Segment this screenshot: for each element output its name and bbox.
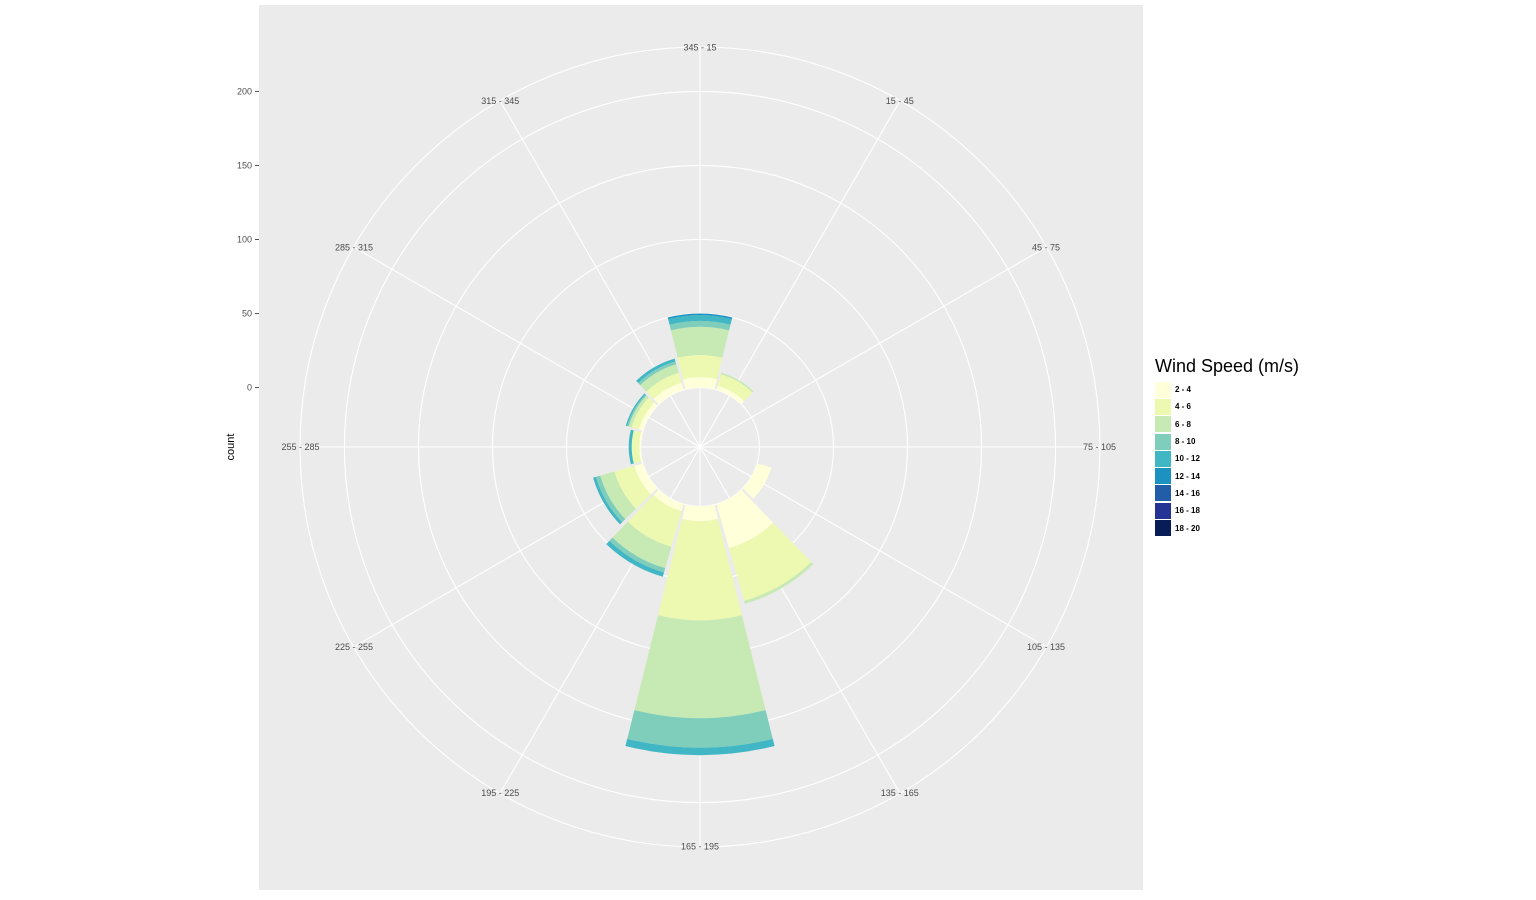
legend-swatch xyxy=(1155,416,1171,433)
bar-segment xyxy=(625,393,646,427)
bar-segment xyxy=(625,738,775,756)
legend: Wind Speed (m/s) 2 - 4 4 - 6 6 - 8 8 - 10 10… xyxy=(1155,356,1299,537)
bar-segment xyxy=(631,397,655,430)
legend-swatch xyxy=(1155,520,1171,537)
bar-segment xyxy=(653,382,684,405)
bar-segment xyxy=(716,385,745,405)
direction-label: 255 - 285 xyxy=(281,442,319,452)
bar-segment xyxy=(595,475,626,523)
y-tick-label: 150 xyxy=(237,160,252,170)
grid-spoke xyxy=(699,246,1047,448)
direction-label: 195 - 225 xyxy=(481,788,519,798)
legend-label: 16 - 18 xyxy=(1175,506,1200,516)
bar-segment xyxy=(646,372,682,399)
bar-segment xyxy=(639,432,643,462)
bar-segment xyxy=(627,495,682,547)
legend-swatch xyxy=(1155,381,1171,398)
bar-segment xyxy=(634,463,658,495)
direction-labels: 345 - 15 15 - 45 45 - 75 75 - 105 105 - 135 1… xyxy=(281,43,1116,852)
legend-label: 14 - 16 xyxy=(1175,488,1200,498)
legend-item: 2 - 4 xyxy=(1155,381,1299,398)
bar-segment xyxy=(627,710,773,748)
legend-label: 4 - 6 xyxy=(1175,402,1192,412)
legend-item: 12 - 14 xyxy=(1155,467,1299,485)
legend-swatch xyxy=(1155,502,1171,519)
bar-segment xyxy=(627,394,647,427)
bar-segment xyxy=(716,489,774,549)
legend-label: 8 - 10 xyxy=(1175,437,1196,447)
y-tick-label: 100 xyxy=(237,235,252,245)
bar-segment xyxy=(628,429,634,465)
legend-item: 6 - 8 xyxy=(1155,416,1299,433)
bar-segment xyxy=(667,313,733,319)
bar-segment xyxy=(677,355,723,380)
legend-swatch xyxy=(1155,450,1171,467)
legend-label: 2 - 4 xyxy=(1175,385,1192,395)
bar-segment xyxy=(744,562,814,604)
legend-item: 4 - 6 xyxy=(1155,398,1299,415)
direction-label: 105 - 135 xyxy=(1027,642,1065,652)
bar-segment xyxy=(717,374,753,402)
legend-item: 18 - 20 xyxy=(1155,519,1299,537)
legend-swatch xyxy=(1155,468,1171,485)
bar-segment xyxy=(593,476,623,525)
direction-label: 225 - 255 xyxy=(335,642,373,652)
bar-segment xyxy=(628,395,649,428)
bar-segment xyxy=(670,326,730,358)
legend-label: 18 - 20 xyxy=(1175,523,1200,533)
legend-label: 12 - 14 xyxy=(1175,471,1200,481)
y-axis-title: count xyxy=(225,434,237,461)
legend-swatch xyxy=(1155,433,1171,450)
bar-segment xyxy=(669,320,731,331)
bar-segment xyxy=(606,540,665,577)
legend-item: 16 - 18 xyxy=(1155,502,1299,519)
legend-item: 8 - 10 xyxy=(1155,433,1299,450)
direction-label: 315 - 345 xyxy=(481,96,519,106)
legend-label: 6 - 8 xyxy=(1175,419,1192,429)
bar-segment xyxy=(682,504,718,522)
bar-segment xyxy=(614,465,651,509)
legend-item: 10 - 12 xyxy=(1155,450,1299,467)
bar-segment xyxy=(600,471,636,520)
direction-label: 75 - 105 xyxy=(1083,442,1116,452)
legend-label: 10 - 12 xyxy=(1175,454,1200,464)
bar-segment xyxy=(729,522,812,601)
bar-segment xyxy=(631,430,641,464)
bar-segment xyxy=(638,402,658,431)
y-tick-label: 200 xyxy=(237,86,252,96)
bar-segment xyxy=(636,358,676,383)
bar-segment xyxy=(658,519,742,621)
legend-title: Wind Speed (m/s) xyxy=(1155,356,1300,376)
direction-label: 45 - 75 xyxy=(1032,242,1060,252)
bar-segment xyxy=(683,377,717,390)
bar-segment xyxy=(609,537,666,573)
bar-segment xyxy=(720,372,754,393)
bar-segment xyxy=(638,361,677,386)
bar-segment xyxy=(640,364,679,392)
bars xyxy=(593,313,814,756)
legend-item: 14 - 16 xyxy=(1155,485,1299,502)
legend-swatch xyxy=(1155,485,1171,502)
direction-label: 345 - 15 xyxy=(683,43,716,53)
bar-segment xyxy=(742,463,772,499)
y-tick-label: 0 xyxy=(247,383,252,393)
direction-label: 165 - 195 xyxy=(681,842,719,852)
bar-segment xyxy=(634,615,766,719)
direction-label: 285 - 315 xyxy=(335,242,373,252)
y-tick-label: 50 xyxy=(242,309,252,319)
y-axis: 0 50 100 150 200 xyxy=(237,86,259,393)
bar-segment xyxy=(612,521,672,569)
bar-segment xyxy=(653,489,684,512)
legend-swatch xyxy=(1155,398,1171,415)
bar-segment xyxy=(668,315,732,325)
direction-label: 135 - 165 xyxy=(881,788,919,798)
direction-label: 15 - 45 xyxy=(886,96,914,106)
